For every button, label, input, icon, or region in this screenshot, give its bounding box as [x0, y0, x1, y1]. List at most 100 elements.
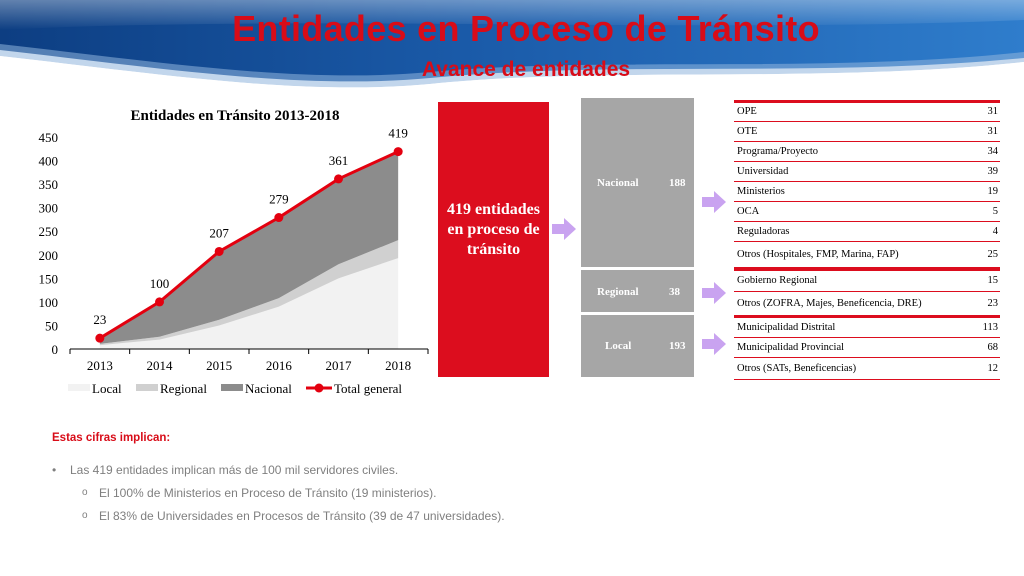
- legend-swatch: [136, 384, 158, 391]
- row-name: Municipalidad Distrital: [737, 322, 836, 333]
- x-tick-label: 2013: [87, 358, 113, 373]
- level-label: Nacional: [597, 177, 639, 189]
- row-value: 15: [987, 275, 999, 286]
- page-title: Entidades en Proceso de Tránsito: [232, 8, 820, 49]
- table-regional: Gobierno Regional 15 Otros (ZOFRA, Majes,…: [734, 268, 1000, 316]
- table-row: Ministerios 19: [734, 182, 1000, 202]
- row-name: OPE: [737, 106, 757, 117]
- level-value: 38: [669, 286, 680, 298]
- legend-label: Regional: [160, 381, 207, 396]
- row-value: 31: [987, 106, 999, 117]
- total-point: [95, 333, 105, 343]
- level-label: Regional: [597, 286, 639, 298]
- row-name: Otros (SATs, Beneficencias): [737, 363, 857, 374]
- row-name: Municipalidad Provincial: [737, 342, 845, 353]
- total-point: [214, 246, 224, 256]
- data-label: 361: [329, 153, 349, 168]
- arrow-right-icon: [702, 191, 726, 213]
- legend-swatch: [221, 384, 243, 391]
- implications-title: Estas cifras implican:: [52, 432, 171, 444]
- row-value: 68: [987, 342, 999, 353]
- row-name: Otros (Hospitales, FMP, Marina, FAP): [737, 249, 899, 260]
- table-row: Universidad 39: [734, 162, 1000, 182]
- y-tick-label: 400: [39, 154, 59, 169]
- total-line: [99, 150, 399, 340]
- table-row: Otros (Hospitales, FMP, Marina, FAP) 25: [734, 242, 1000, 268]
- subbullet-glyph: o: [82, 510, 88, 521]
- row-value: 31: [987, 126, 999, 137]
- table-row: Programa/Proyecto 34: [734, 142, 1000, 162]
- level-box-regional: Regional 38: [581, 270, 694, 312]
- table-row: OPE 31: [734, 103, 1000, 122]
- total-point: [393, 147, 403, 157]
- header-banner: [0, 0, 1024, 100]
- y-tick-label: 300: [39, 201, 59, 216]
- table-row: Otros (ZOFRA, Majes, Beneficencia, DRE) 2…: [734, 292, 1000, 316]
- level-value: 188: [669, 177, 686, 189]
- table-row: Gobierno Regional 15: [734, 271, 1000, 292]
- area-local: [99, 258, 399, 349]
- x-tick-label: 2017: [326, 358, 353, 373]
- row-name: Reguladoras: [737, 226, 790, 237]
- legend-label: Local: [92, 381, 122, 396]
- y-tick-label: 100: [39, 295, 59, 310]
- y-tick-label: 150: [39, 271, 59, 286]
- data-label: 207: [209, 225, 229, 240]
- y-tick-label: 250: [39, 224, 59, 239]
- table-row: Municipalidad Provincial 68: [734, 338, 1000, 358]
- table-row: OTE 31: [734, 122, 1000, 142]
- y-tick-label: 200: [39, 248, 59, 263]
- data-label: 419: [388, 126, 408, 141]
- bullet-glyph: •: [52, 463, 57, 477]
- legend-swatch-marker: [314, 383, 324, 393]
- subbullet-text: El 100% de Ministerios en Proceso de Trá…: [99, 486, 437, 500]
- legend-label: Total general: [334, 381, 402, 396]
- row-value: 34: [987, 146, 999, 157]
- table-local: Municipalidad Distrital 113 Municipalidad…: [734, 315, 1000, 380]
- total-point: [334, 174, 343, 184]
- row-value: 12: [987, 363, 999, 374]
- total-point: [274, 213, 284, 223]
- x-tick-label: 2016: [266, 358, 293, 373]
- table-top-rule: [734, 315, 1000, 318]
- arrow-right-icon: [552, 218, 576, 240]
- y-tick-label: 0: [52, 342, 59, 357]
- total-summary-box: 419 entidades en proceso de tránsito: [438, 102, 549, 377]
- data-label: 100: [150, 276, 170, 291]
- row-name: OCA: [737, 206, 760, 217]
- row-value: 4: [992, 226, 998, 237]
- transit-area-chart: Entidades en Tránsito 2013-2018 2013 2014…: [39, 108, 429, 396]
- page-subtitle: Avance de entidades: [421, 58, 631, 81]
- legend-swatch: [68, 384, 90, 391]
- level-box-nacional: Nacional 188: [581, 98, 694, 267]
- bullet-text: Las 419 entidades implican más de 100 mi…: [70, 463, 399, 477]
- table-top-rule: [734, 100, 1000, 103]
- row-name: Gobierno Regional: [737, 275, 818, 286]
- row-value: 23: [987, 298, 999, 309]
- table-row: Otros (SATs, Beneficencias) 12: [734, 358, 1000, 380]
- data-label: 23: [93, 312, 106, 327]
- arrow-right-icon: [702, 333, 726, 355]
- y-tick-label: 350: [39, 177, 59, 192]
- table-row: OCA 5: [734, 202, 1000, 222]
- x-tick-label: 2015: [206, 358, 232, 373]
- row-value: 113: [982, 322, 998, 333]
- subbullet-glyph: o: [82, 487, 88, 498]
- row-name: Otros (ZOFRA, Majes, Beneficencia, DRE): [737, 298, 922, 309]
- y-tick-label: 450: [39, 130, 59, 145]
- level-value: 193: [669, 340, 686, 352]
- row-name: Ministerios: [737, 186, 785, 197]
- area-nacional: [99, 151, 399, 344]
- row-value: 25: [987, 249, 999, 260]
- chart-title: Entidades en Tránsito 2013-2018: [130, 108, 339, 124]
- row-value: 5: [992, 206, 998, 217]
- table-nacional: OPE 31 OTE 31 Programa/Proyecto 34 Universi…: [734, 100, 1000, 268]
- x-tick-label: 2014: [147, 358, 174, 373]
- level-box-local: Local 193: [581, 315, 694, 377]
- arrow-right-icon: [702, 282, 726, 304]
- table-top-rule: [734, 268, 1000, 271]
- y-tick-label: 50: [45, 318, 58, 333]
- total-point: [155, 297, 164, 307]
- row-value: 39: [987, 166, 999, 177]
- legend-label: Nacional: [245, 381, 292, 396]
